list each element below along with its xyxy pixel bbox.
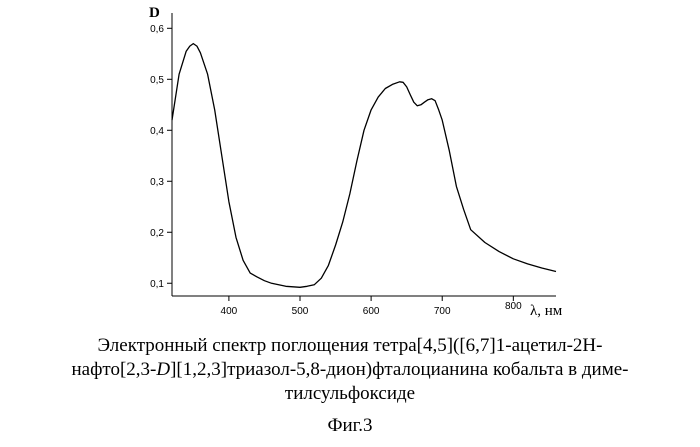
x-tick-label: 700 (434, 306, 451, 317)
figure-caption: Электронный спектр поглощения тетра[4,5]… (0, 334, 700, 406)
x-tick-label: 500 (292, 306, 309, 317)
x-ticks: 400 500 600 700 800 (221, 296, 523, 317)
y-tick-label: 0,5 (150, 75, 164, 86)
y-axis-title: D (149, 5, 160, 21)
y-tick-label: 0,2 (150, 228, 164, 239)
spectrum-line (172, 44, 556, 288)
caption-line-2: нафто[2,3-D][1,2,3]триазол-5,8-дион)фтал… (0, 358, 700, 382)
x-tick-label: 600 (363, 306, 380, 317)
y-tick-label: 0,4 (150, 126, 164, 137)
y-tick-label: 0,1 (150, 279, 164, 290)
absorption-spectrum-chart: 0,1 0,2 0,3 0,4 0,5 0,6 400 500 600 700 800 D λ, … (0, 0, 700, 330)
caption-line-2-part-b: ][1,2,3]триазол-5,8-дион)фталоцианина ко… (170, 359, 628, 380)
x-tick-label: 400 (221, 306, 238, 317)
caption-line-2-part-a: нафто[2,3- (72, 359, 157, 380)
chart-axes (172, 13, 556, 296)
figure-label: Фиг.3 (0, 415, 700, 437)
y-ticks: 0,1 0,2 0,3 0,4 0,5 0,6 (150, 24, 172, 290)
x-axis-title: λ, нм (530, 303, 563, 319)
y-tick-label: 0,3 (150, 177, 164, 188)
caption-line-1: Электронный спектр поглощения тетра[4,5]… (0, 334, 700, 358)
series-layer (172, 44, 556, 288)
x-tick-label: 800 (505, 301, 522, 312)
caption-line-2-italic: D (156, 359, 170, 380)
y-tick-label: 0,6 (150, 24, 164, 35)
caption-line-3: тилсульфоксиде (0, 382, 700, 406)
